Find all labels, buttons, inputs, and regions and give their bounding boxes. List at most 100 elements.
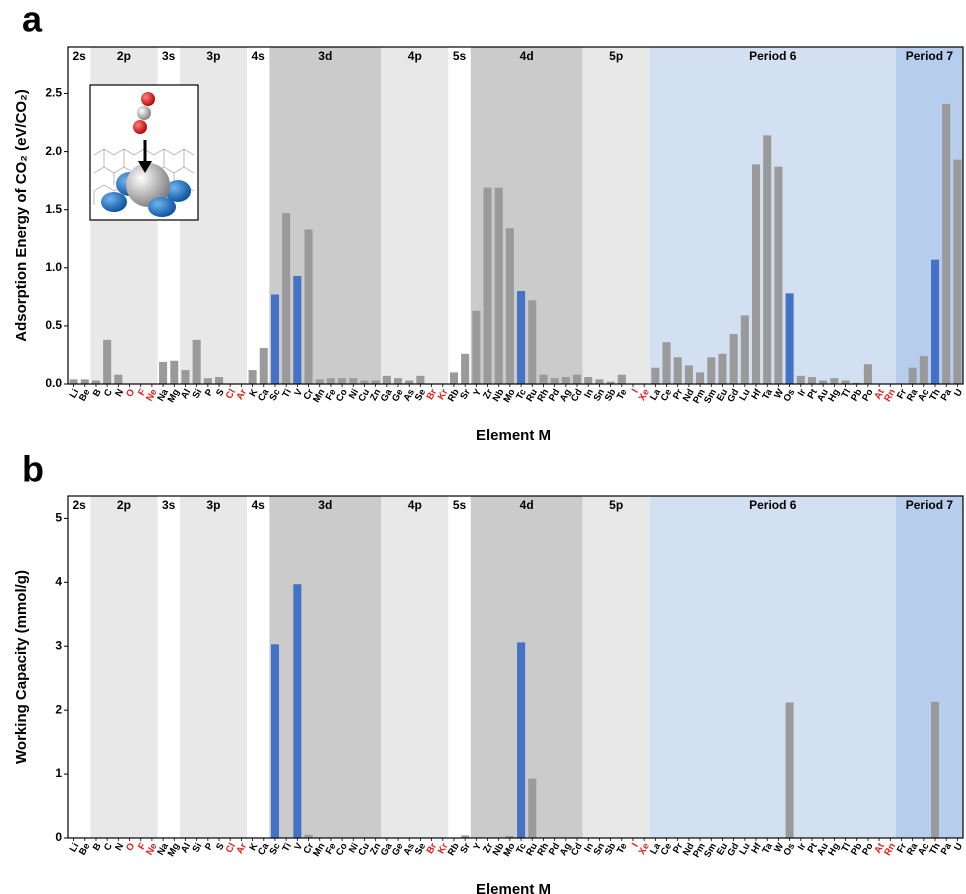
x-tick-label: I: [630, 387, 641, 395]
bar: [908, 367, 917, 384]
x-tick-label: C: [102, 841, 115, 853]
x-tick-label: Y: [471, 841, 484, 853]
region-label: 3p: [206, 498, 220, 512]
region-band: [90, 496, 158, 838]
x-tick-label: Pa: [939, 841, 955, 857]
x-tick-label: Lu: [737, 387, 752, 403]
x-tick-label: Ac: [916, 841, 932, 857]
region-label: 3d: [318, 49, 332, 63]
x-tick-label: N: [113, 387, 126, 399]
region-label: 2s: [73, 49, 87, 63]
bar: [293, 584, 302, 838]
x-tick-label: Ac: [916, 387, 932, 403]
x-tick-label: Se: [413, 387, 428, 403]
x-tick-label: V: [292, 841, 305, 853]
bar: [595, 379, 604, 384]
chart-layers: 2s 2p 3s 3p 4s 3d 4p 5s 4d 5p Period 6 Period 7LiBe…: [13, 0, 965, 894]
x-tick-label: Ne: [144, 841, 160, 857]
x-tick-label: Pd: [547, 841, 563, 857]
x-tick-label: Si: [190, 387, 204, 400]
region-label: 4p: [408, 49, 422, 63]
region-band: [649, 47, 896, 384]
bar: [270, 644, 279, 838]
region-label: 2p: [117, 498, 131, 512]
y-tick-label: 1.0: [45, 260, 62, 274]
bar: [69, 379, 78, 384]
x-tick-label: Be: [77, 841, 93, 857]
region-label: 4s: [252, 498, 266, 512]
bar: [953, 159, 962, 384]
y-tick-label: 0.5: [45, 318, 62, 332]
bar: [394, 378, 403, 384]
bar: [382, 375, 391, 384]
bar: [729, 334, 738, 384]
x-tick-label: Kr: [436, 387, 451, 402]
region-label: 3s: [162, 498, 176, 512]
bar: [259, 347, 268, 384]
region-band: [68, 47, 91, 384]
x-tick-label: Sn: [592, 387, 608, 403]
bar: [80, 379, 89, 384]
bar: [416, 375, 425, 384]
region-label: Period 6: [749, 49, 797, 63]
region-label: 5p: [609, 498, 623, 512]
x-tick-label: B: [91, 841, 104, 853]
plot-frame: [67, 495, 964, 839]
region-label: 5p: [609, 49, 623, 63]
bar: [315, 379, 324, 384]
bar: [651, 367, 660, 384]
x-tick-label: Ti: [280, 387, 294, 400]
bar: [696, 372, 705, 384]
x-tick-label: K: [247, 841, 260, 853]
y-tick-label: 0: [55, 830, 62, 844]
bar: [774, 166, 783, 384]
x-tick-label: Eu: [715, 841, 731, 857]
x-tick-label: S: [214, 387, 227, 398]
x-tick-label: I: [630, 841, 641, 849]
x-tick-label: Br: [425, 387, 440, 402]
bar: [942, 103, 951, 384]
region-label: 2p: [117, 49, 131, 63]
bar: [282, 213, 291, 384]
y-tick-label: 4: [55, 574, 62, 588]
bar: [203, 378, 212, 384]
region-label: Period 6: [749, 498, 797, 512]
x-tick-label: Lu: [737, 841, 752, 857]
bar: [505, 836, 514, 838]
bar: [405, 380, 414, 384]
bar: [270, 294, 279, 384]
bar: [159, 361, 168, 384]
bar: [349, 378, 358, 384]
x-tick-label: Te: [615, 387, 630, 401]
bar: [740, 315, 749, 384]
region-label: Period 7: [906, 498, 954, 512]
x-tick-label: Os: [782, 387, 798, 403]
x-tick-label: N: [113, 841, 126, 853]
bar: [573, 374, 582, 384]
bar: [248, 370, 257, 384]
panel-label: a: [22, 0, 43, 40]
x-tick-label: Ir: [796, 387, 809, 398]
bar: [919, 356, 928, 384]
x-tick-label: Xe: [637, 387, 652, 403]
bar: [472, 310, 481, 384]
x-tick-label: Fe: [324, 841, 339, 856]
bar: [830, 378, 839, 384]
region-band: [68, 496, 91, 838]
bar: [192, 339, 201, 384]
bar: [517, 642, 526, 838]
bar: [517, 291, 526, 384]
region-band: [582, 496, 650, 838]
x-axis-title: Element M: [476, 881, 551, 894]
bar: [931, 701, 940, 838]
x-tick-label: As: [401, 841, 417, 857]
x-tick-label: P: [203, 841, 216, 853]
x-tick-label: Ti: [280, 841, 294, 854]
region-label: 4s: [252, 49, 266, 63]
bar: [718, 353, 727, 384]
x-tick-label: Pa: [939, 387, 955, 403]
x-tick-label: V: [292, 387, 305, 399]
bar: [763, 135, 772, 384]
x-tick-label: Ir: [796, 841, 809, 852]
